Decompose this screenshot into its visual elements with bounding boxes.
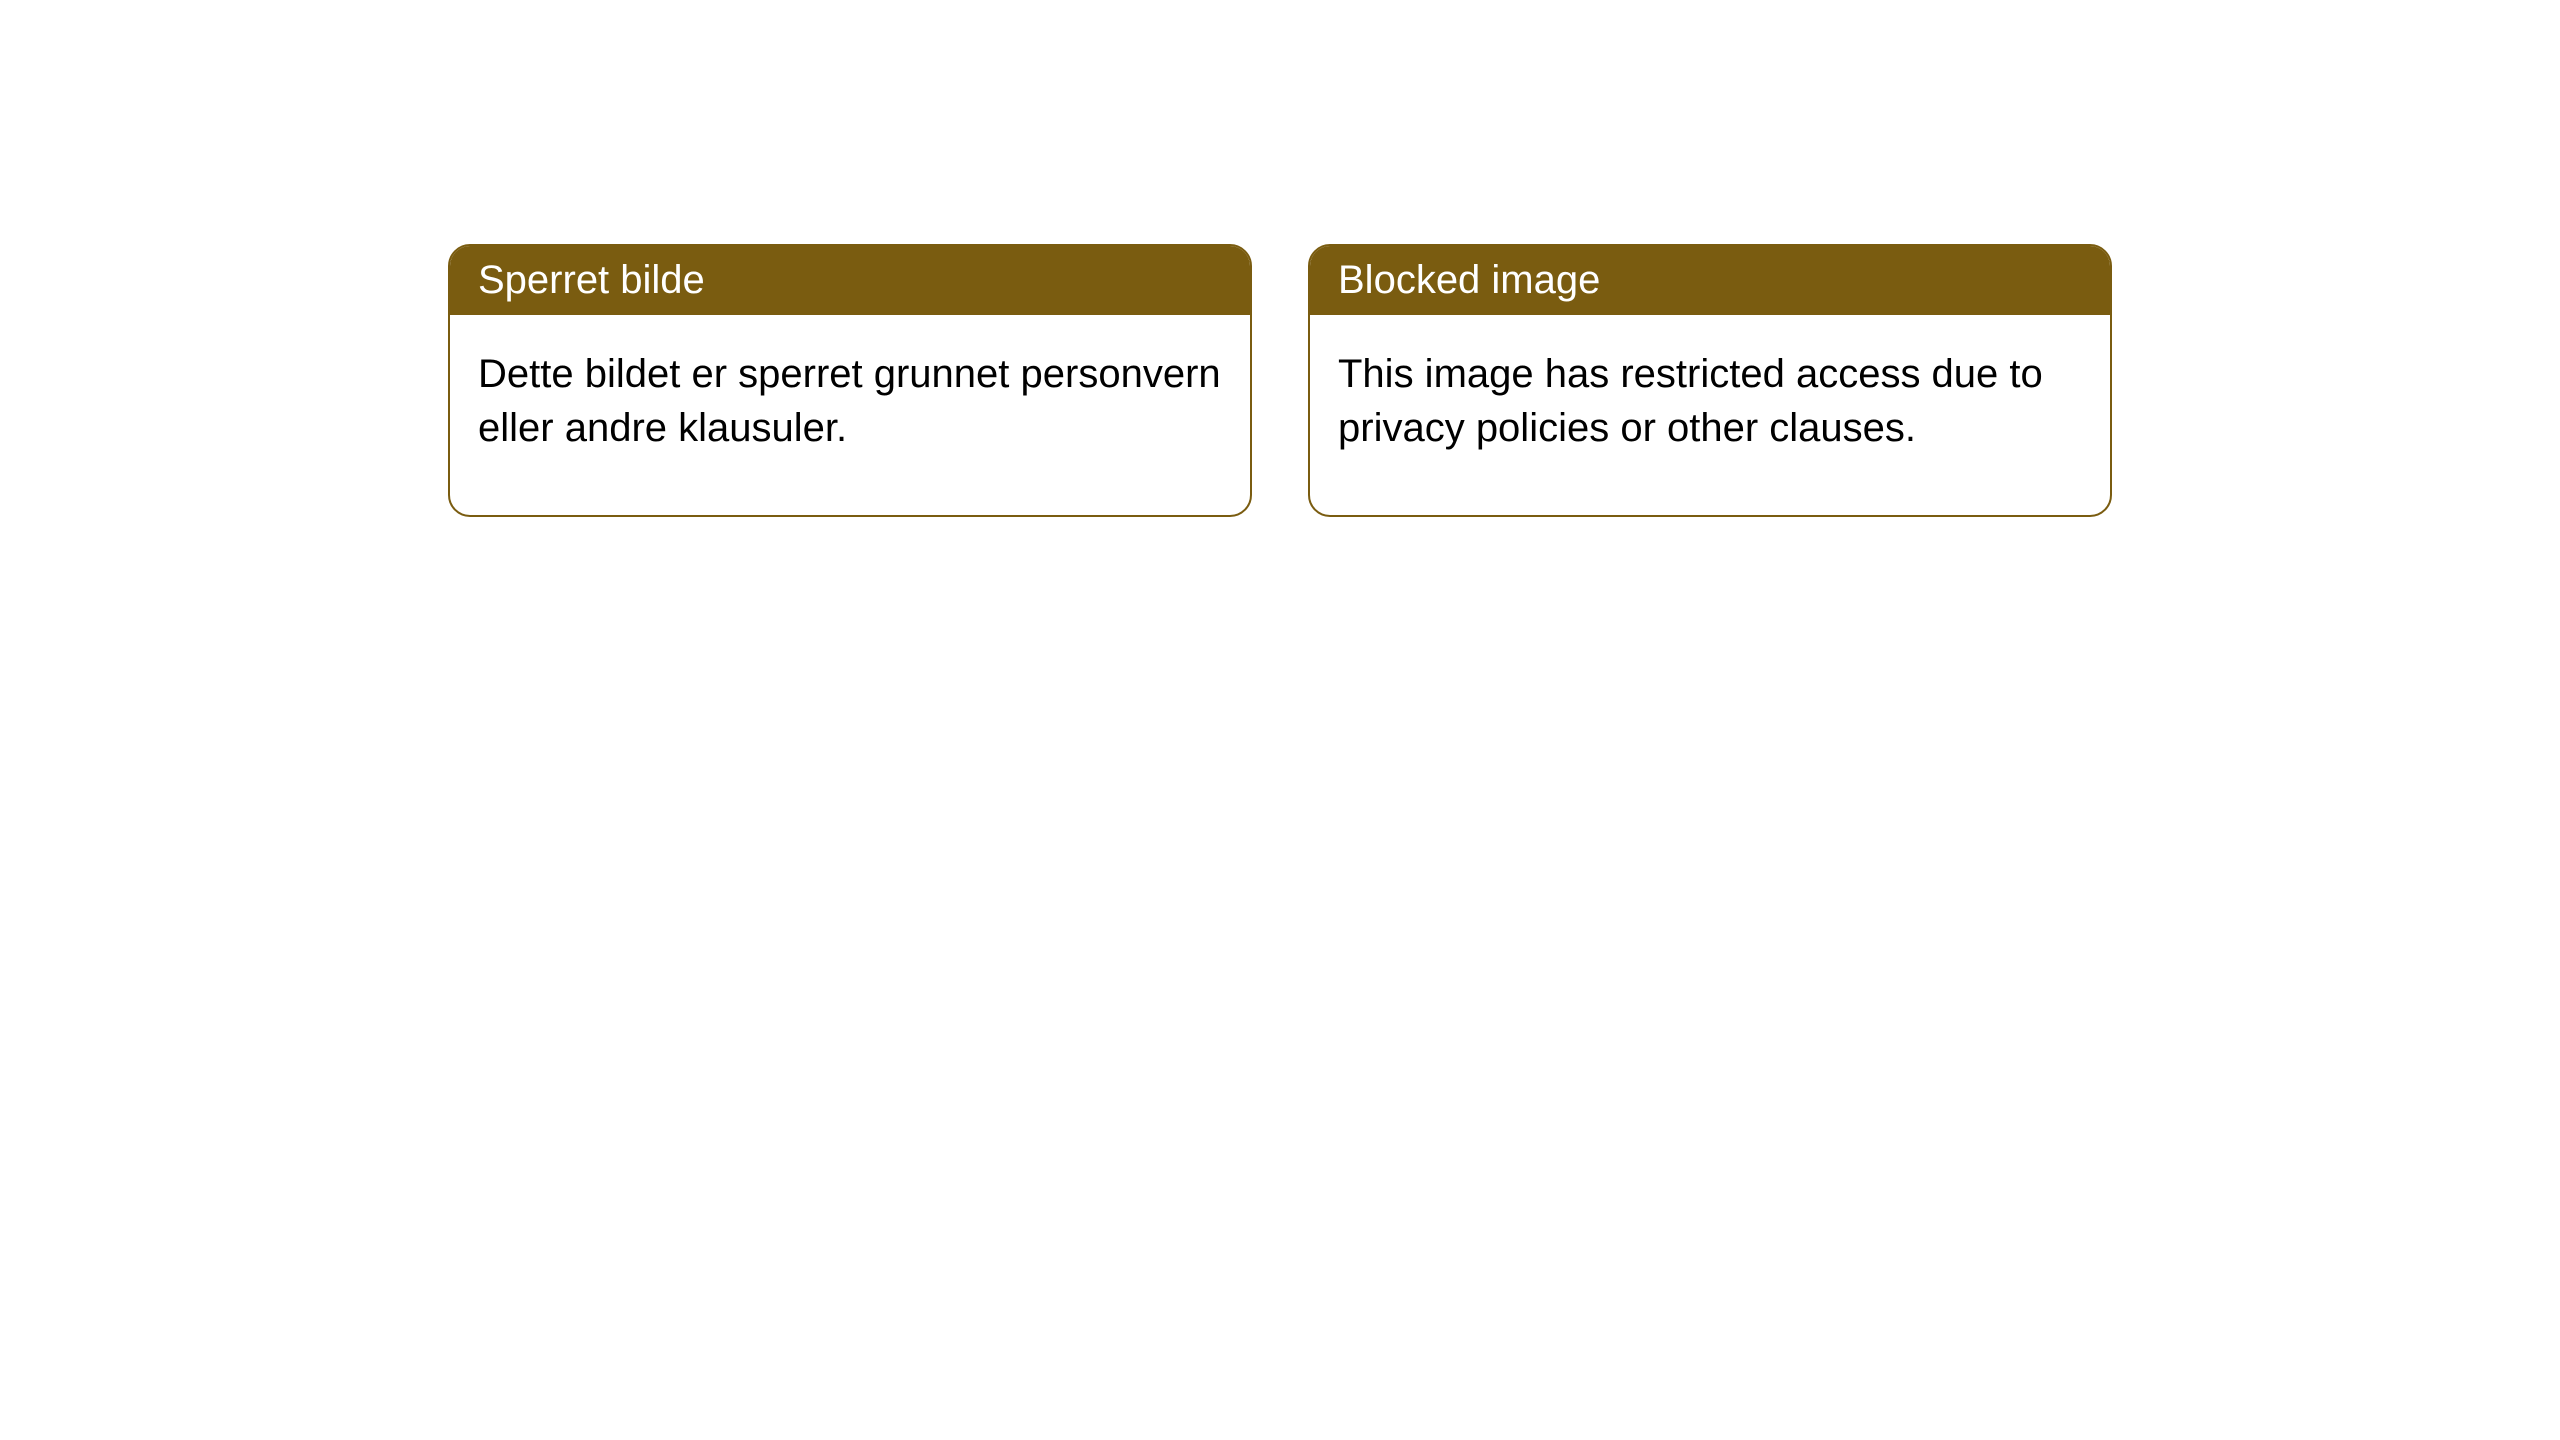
card-body-norwegian: Dette bildet er sperret grunnet personve… <box>450 315 1250 515</box>
notice-card-norwegian: Sperret bilde Dette bildet er sperret gr… <box>448 244 1252 517</box>
card-header-norwegian: Sperret bilde <box>450 246 1250 315</box>
card-header-english: Blocked image <box>1310 246 2110 315</box>
card-body-english: This image has restricted access due to … <box>1310 315 2110 515</box>
notice-card-english: Blocked image This image has restricted … <box>1308 244 2112 517</box>
notice-container: Sperret bilde Dette bildet er sperret gr… <box>0 0 2560 517</box>
